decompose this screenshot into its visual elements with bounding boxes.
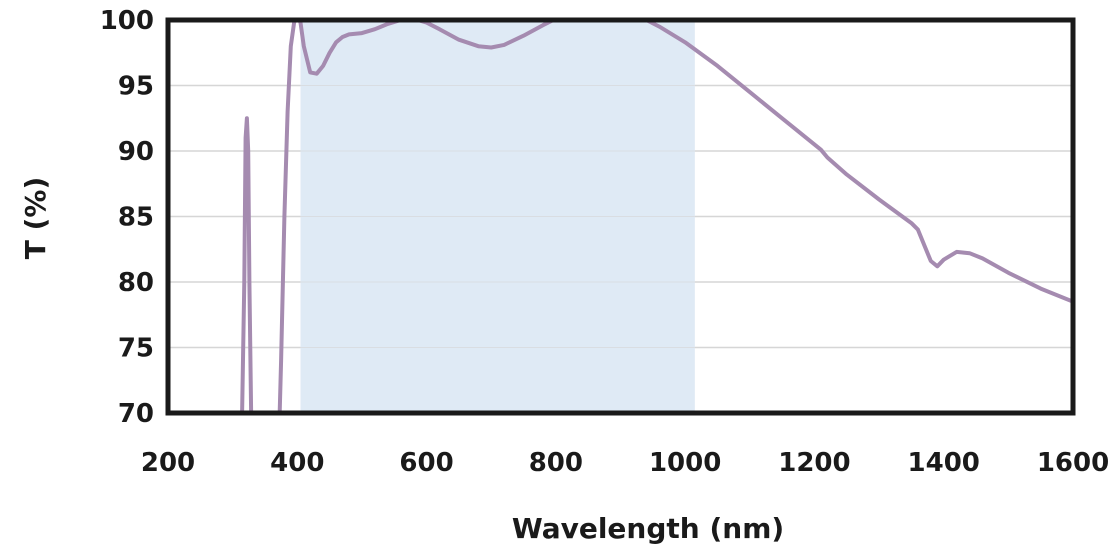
y-tick-label-85: 85 [118,203,154,233]
y-tick-label-80: 80 [118,268,154,298]
plot-frame-layer [165,17,1076,416]
x-tick-label-1400: 1400 [908,448,980,478]
y-axis-title: T (%) [19,177,52,260]
y-tick-label-75: 75 [118,334,154,364]
x-tick-label-800: 800 [529,448,583,478]
y-tick-labels: 70 75 80 85 90 95 100 [100,6,154,429]
y-tick-label-100: 100 [100,6,154,36]
x-tick-label-200: 200 [141,448,195,478]
x-tick-label-400: 400 [270,448,324,478]
y-tick-label-90: 90 [118,137,154,167]
x-tick-label-1200: 1200 [778,448,850,478]
transmission-line [240,20,1073,413]
series-layer [240,20,1073,413]
x-tick-label-1000: 1000 [649,448,721,478]
shaded-region-layer [300,19,695,413]
plot-frame [165,17,1076,416]
y-tick-label-70: 70 [118,399,154,429]
y-tick-label-95: 95 [118,72,154,102]
x-tick-label-1600: 1600 [1037,448,1109,478]
x-tick-labels: 200 400 600 800 1000 1200 1400 1600 [141,448,1109,478]
x-axis-title: Wavelength (nm) [512,512,784,545]
x-tick-label-600: 600 [399,448,453,478]
